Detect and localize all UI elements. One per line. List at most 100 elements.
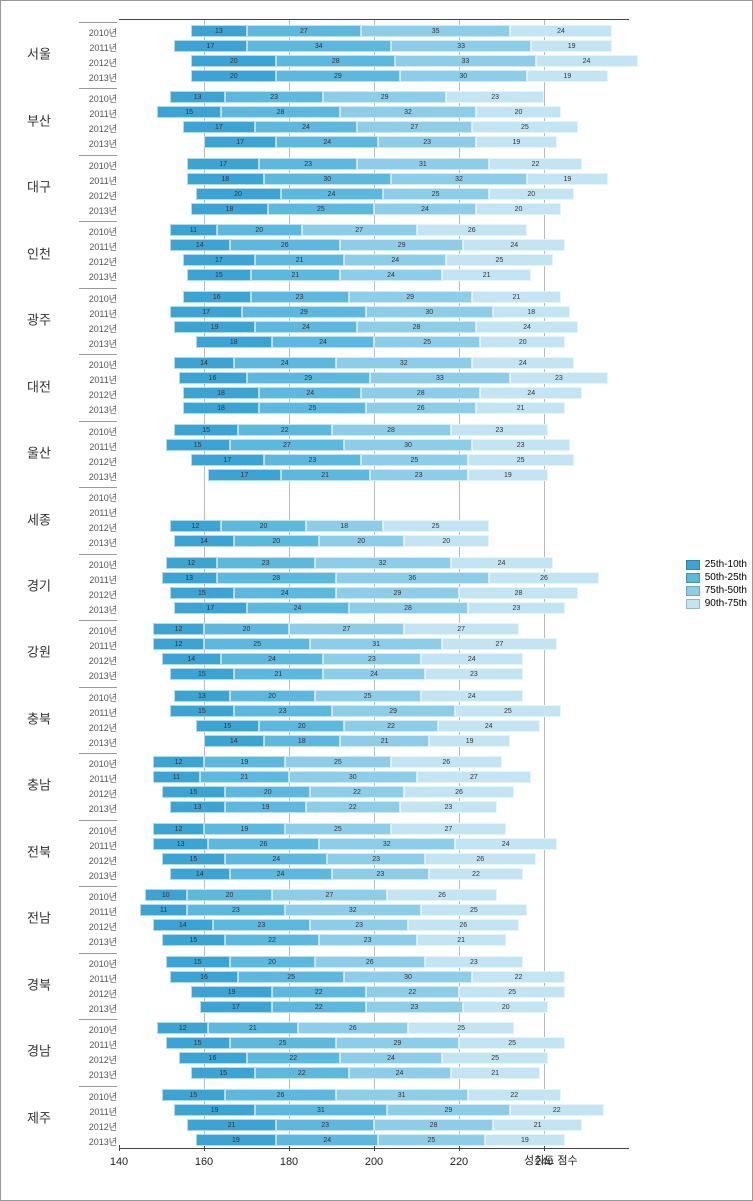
region-label: 경남 <box>9 1041 69 1060</box>
bar-segment: 20 <box>404 535 489 547</box>
legend-item: 50th-25th <box>686 572 747 583</box>
bar-segment: 24 <box>234 587 336 599</box>
bar-segment: 24 <box>421 653 523 665</box>
region-block: 전남2010년102027262011년112332252012년1423232… <box>9 884 629 950</box>
bar-segment: 30 <box>344 971 472 983</box>
year-row: 2013년13192223 <box>79 800 629 815</box>
bar-segment: 22 <box>472 971 566 983</box>
bar-segment: 30 <box>400 70 528 82</box>
bar-segment: 25 <box>238 971 344 983</box>
year-row: 2010년12202727 <box>79 622 629 637</box>
bar-segment: 12 <box>166 557 217 569</box>
bar-segment: 27 <box>247 25 362 37</box>
bar-segment: 23 <box>510 372 608 384</box>
legend-label: 25th-10th <box>705 559 747 570</box>
bar-segment: 24 <box>340 1052 442 1064</box>
region-separator <box>79 421 117 422</box>
bar-segment: 21 <box>234 668 323 680</box>
bar-segment: 28 <box>217 572 336 584</box>
region-label: 충북 <box>9 708 69 727</box>
region-label: 부산 <box>9 110 69 129</box>
bar-segment: 24 <box>323 668 425 680</box>
year-row: 2010년10202726 <box>79 888 629 903</box>
bar-segment: 23 <box>276 1119 374 1131</box>
year-row: 2011년19312922 <box>79 1103 629 1118</box>
year-row: 2010년15202623 <box>79 955 629 970</box>
bar-segment: 24 <box>276 136 378 148</box>
bar-segment: 23 <box>446 91 544 103</box>
bar-segment: 16 <box>179 372 247 384</box>
year-row: 2012년12201825 <box>79 519 629 534</box>
year-label: 2010년 <box>79 1023 117 1036</box>
bar-segment: 15 <box>162 853 226 865</box>
year-row: 2010년16232921 <box>79 290 629 305</box>
bar-segment: 11 <box>140 904 187 916</box>
year-label: 2010년 <box>79 491 117 504</box>
chart-container: 25th-10th50th-25th75th-50th90th-75th 140… <box>0 0 753 1201</box>
year-label: 2013년 <box>79 935 117 948</box>
year-label: 2013년 <box>79 137 117 150</box>
bar-segment: 22 <box>344 720 438 732</box>
x-tick-label: 160 <box>195 1156 213 1168</box>
bar-segment: 24 <box>259 387 361 399</box>
year-label: 2011년 <box>79 41 117 54</box>
region-separator <box>79 288 117 289</box>
bar-segment: 22 <box>225 934 319 946</box>
year-row: 2010년12192527 <box>79 822 629 837</box>
year-row: 2010년12212625 <box>79 1021 629 1036</box>
year-label: 2012년 <box>79 654 117 667</box>
year-row: 2013년18252621 <box>79 401 629 416</box>
bar-segment: 33 <box>391 40 531 52</box>
bar-segment: 25 <box>361 454 467 466</box>
year-row: 2013년14182119 <box>79 734 629 749</box>
bar-segment: 22 <box>429 868 523 880</box>
bar-segment: 14 <box>153 919 213 931</box>
region-separator <box>79 886 117 887</box>
bar-segment: 23 <box>217 557 315 569</box>
year-label: 2011년 <box>79 905 117 918</box>
bar-segment: 24 <box>536 55 638 67</box>
bar-segment: 14 <box>204 735 264 747</box>
bar-segment: 32 <box>285 904 421 916</box>
x-axis-title: 성취도 점수 <box>524 1152 578 1168</box>
year-row: 2013년18252420 <box>79 202 629 217</box>
bar-segment: 17 <box>174 40 246 52</box>
year-row: 2010년 <box>79 489 629 504</box>
year-label: 2012년 <box>79 588 117 601</box>
region-label: 전북 <box>9 841 69 860</box>
bar-segment: 16 <box>183 291 251 303</box>
year-label: 2010년 <box>79 957 117 970</box>
region-label: 전남 <box>9 908 69 927</box>
bar-segment: 32 <box>336 357 472 369</box>
bar-segment: 31 <box>336 1089 468 1101</box>
bar-segment: 23 <box>234 705 332 717</box>
year-label: 2012년 <box>79 322 117 335</box>
region-block: 대구2010년172331222011년183032192012년2024252… <box>9 153 629 219</box>
year-label: 2013년 <box>79 403 117 416</box>
year-label: 2012년 <box>79 122 117 135</box>
region-label: 경북 <box>9 974 69 993</box>
bar-segment: 14 <box>162 653 222 665</box>
bar-segment: 28 <box>357 321 476 333</box>
year-label: 2011년 <box>79 972 117 985</box>
year-label: 2012년 <box>79 189 117 202</box>
bar-segment: 15 <box>170 668 234 680</box>
year-label: 2013년 <box>79 802 117 815</box>
bar-segment: 25 <box>455 705 561 717</box>
bar-segment: 19 <box>476 136 557 148</box>
bar-segment: 21 <box>187 1119 276 1131</box>
bar-segment: 20 <box>234 535 319 547</box>
year-row: 2012년14242324 <box>79 652 629 667</box>
bar-segment: 19 <box>204 823 285 835</box>
bar-segment: 20 <box>221 520 306 532</box>
bar-segment: 28 <box>221 106 340 118</box>
year-label: 2010년 <box>79 890 117 903</box>
region-block: 서울2010년132735242011년173433192012년2028332… <box>9 20 629 86</box>
bar-segment: 22 <box>247 1052 341 1064</box>
bar-segment: 24 <box>451 557 553 569</box>
x-tick-label: 140 <box>110 1156 128 1168</box>
bar-segment: 23 <box>378 136 476 148</box>
bar-segment: 21 <box>340 735 429 747</box>
bar-segment: 27 <box>302 224 417 236</box>
year-label: 2010년 <box>79 824 117 837</box>
